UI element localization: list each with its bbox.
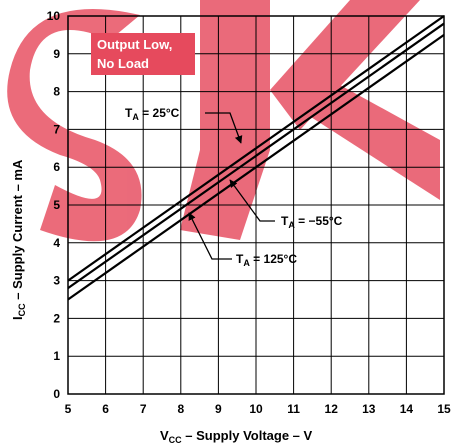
x-tick-label: 5 [65, 402, 72, 416]
watermark-stroke-2 [270, 0, 420, 130]
y-tick-label: 10 [47, 9, 61, 23]
x-tick-label: 6 [102, 402, 109, 416]
y-tick-label: 4 [53, 236, 60, 250]
x-tick-label: 10 [249, 402, 263, 416]
y-tick-label: 8 [53, 85, 60, 99]
series-label-minus55c: TA = −55°C [281, 214, 343, 230]
y-tick-label: 9 [53, 47, 60, 61]
leader-line-125c [188, 212, 232, 260]
y-tick-labels: 0 1 2 3 4 5 6 7 8 9 10 [47, 9, 61, 401]
y-axis-title: ICC – Supply Current – mA [10, 159, 27, 320]
watermark-letter-s [7, 9, 142, 242]
series-layer [67, 15, 445, 301]
y-tick-label: 6 [53, 160, 60, 174]
labels-layer: TA = 25°C TA = −55°C TA = 125°C [125, 106, 343, 268]
x-axis-title-rest: – Supply Voltage – V [182, 428, 313, 443]
x-tick-label: 9 [215, 402, 222, 416]
y-tick-label: 0 [53, 387, 60, 401]
x-tick-label: 15 [437, 402, 451, 416]
grid [67, 15, 445, 395]
x-tick-label: 11 [287, 402, 300, 416]
y-axis-title-rest: – Supply Current – mA [10, 159, 25, 303]
y-tick-label: 1 [53, 349, 60, 363]
x-axis-title: VCC – Supply Voltage – V [160, 428, 313, 445]
x-axis-title-sub: CC [169, 435, 182, 445]
x-tick-label: 13 [362, 402, 376, 416]
series-label-125c: TA = 125°C [236, 252, 297, 268]
series-label-25c: TA = 25°C [125, 106, 180, 122]
x-tick-label: 14 [400, 402, 414, 416]
x-tick-label: 12 [325, 402, 339, 416]
x-axis-title-main: V [160, 428, 169, 443]
annotation: Output Low, No Load [91, 33, 195, 75]
series-line-minus55c [67, 22, 445, 290]
y-tick-label: 5 [53, 198, 60, 212]
annotation-line-1: Output Low, [97, 37, 172, 52]
x-tick-label: 8 [177, 402, 184, 416]
y-axis-title-main: I [10, 316, 25, 320]
y-axis-title-sub: CC [17, 303, 27, 316]
watermark-stroke-3 [300, 85, 440, 200]
series-line-125c [67, 34, 445, 301]
leader-line-25c [205, 112, 243, 144]
y-tick-label: 7 [53, 122, 60, 136]
series-line-25c [67, 15, 445, 282]
y-tick-label: 2 [53, 311, 60, 325]
leader-line-minus55c [229, 179, 275, 222]
annotation-line-2: No Load [97, 56, 149, 71]
y-tick-label: 3 [53, 274, 60, 288]
x-tick-labels: 5 6 7 8 9 10 11 12 13 14 15 [65, 402, 451, 416]
annotation-background [91, 33, 195, 75]
x-tick-label: 7 [140, 402, 147, 416]
